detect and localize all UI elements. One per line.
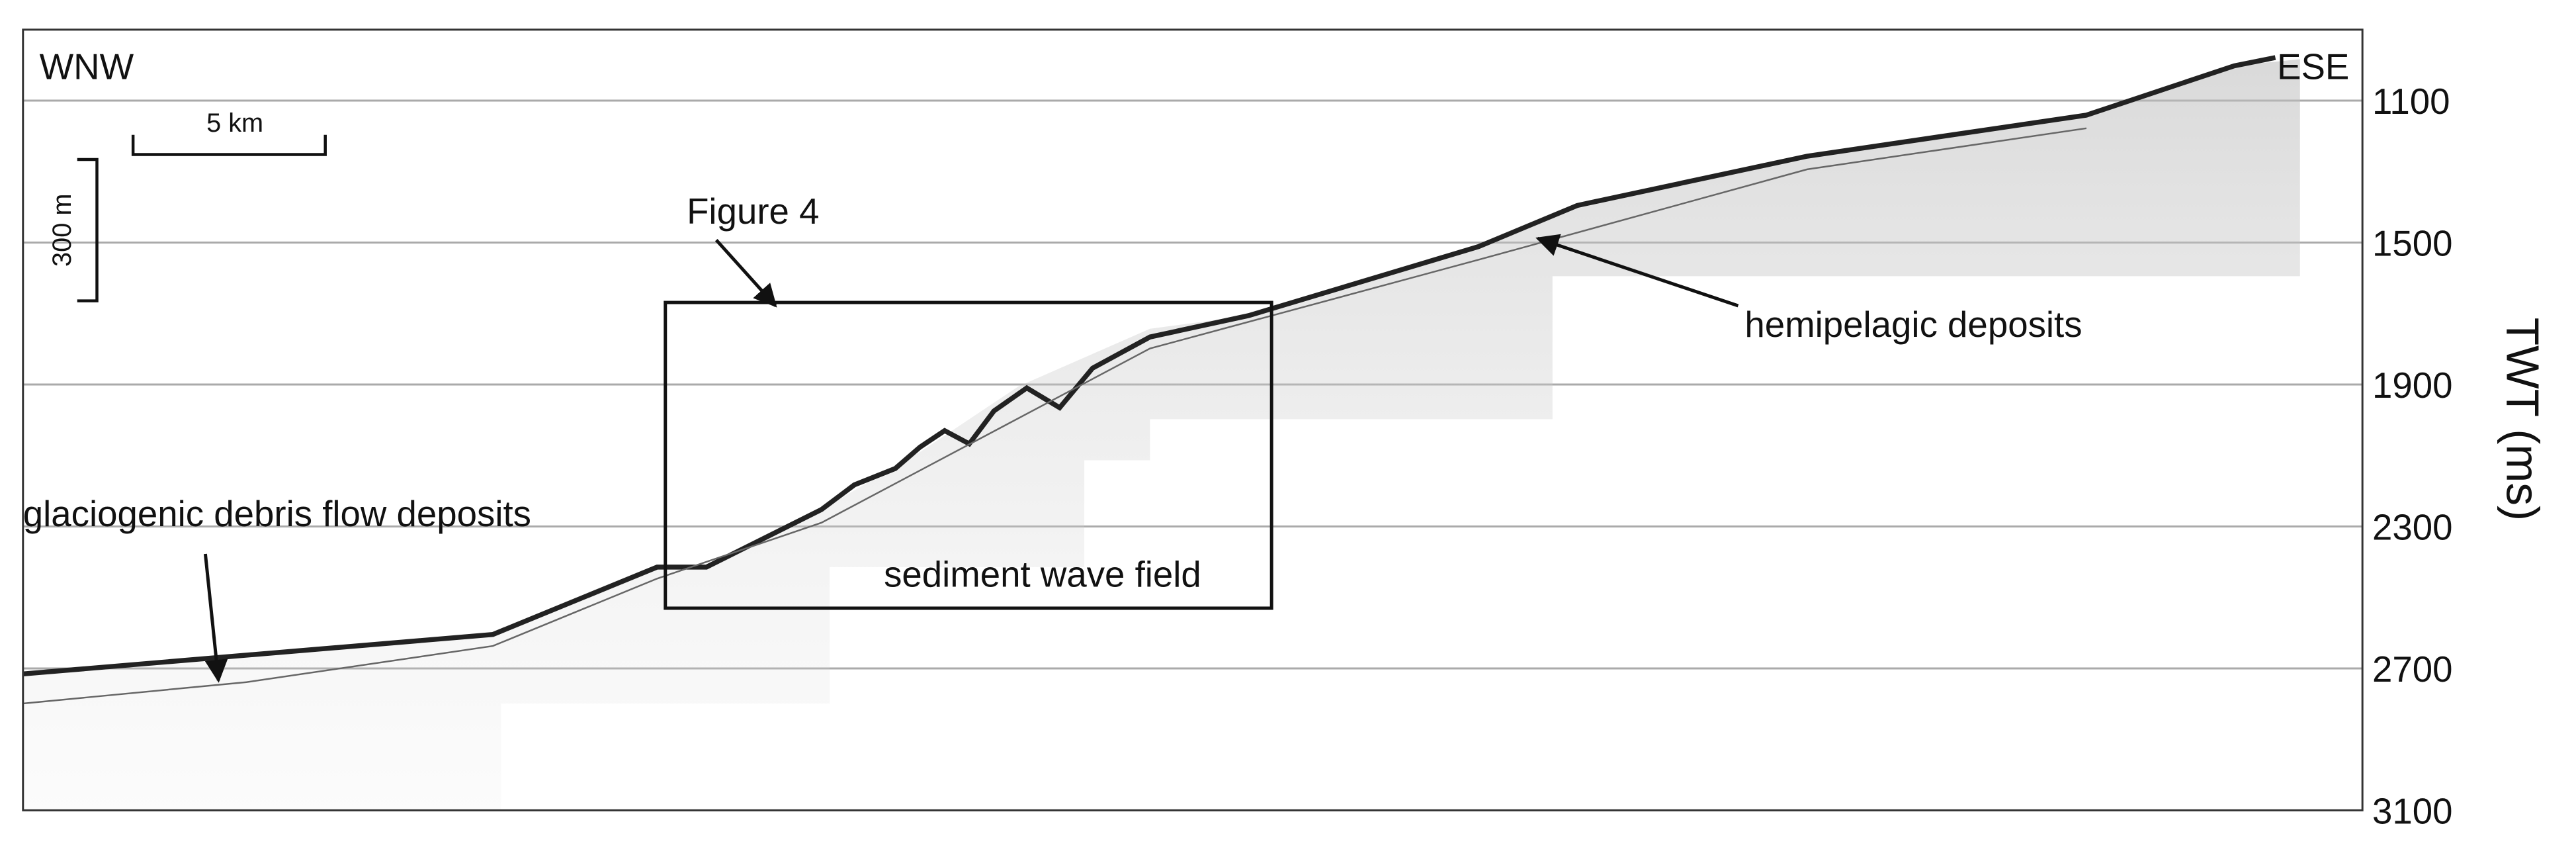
annotation-hemipelagic: hemipelagic deposits xyxy=(1744,304,2082,345)
y-tick-label: 1900 xyxy=(2372,365,2453,406)
y-tick-label: 1100 xyxy=(2372,81,2450,122)
y-tick-label: 2300 xyxy=(2372,507,2453,547)
y-axis-label: TWT (ms) xyxy=(2497,318,2549,522)
annotation-sediment-waves: sediment wave field xyxy=(884,555,1201,595)
y-tick-label: 2700 xyxy=(2372,649,2453,690)
direction-right: ESE xyxy=(2277,46,2349,87)
arrow-figure xyxy=(714,239,777,308)
sub-reflector xyxy=(22,127,2087,705)
direction-left: WNW xyxy=(40,46,134,87)
plot-frame xyxy=(22,28,2364,811)
figure-box xyxy=(664,300,1273,610)
annotation-figure: Figure 4 xyxy=(687,191,819,232)
scale-label-vertical: 300 m xyxy=(48,194,77,267)
scale-label-horizontal: 5 km xyxy=(206,109,263,138)
arrow-hemipelagic xyxy=(1535,234,1739,308)
scale-bar-horizontal xyxy=(131,134,327,156)
annotation-glaciogenic: glaciogenic debris flow deposits xyxy=(23,494,531,534)
arrow-glaciogenic xyxy=(203,553,228,683)
y-tick-label: 3100 xyxy=(2372,791,2453,831)
y-tick-label: 1500 xyxy=(2372,223,2453,263)
scale-bar-vertical xyxy=(77,158,99,302)
seafloor-reflector xyxy=(22,55,2276,677)
sub-bottom-wash xyxy=(22,59,2300,811)
